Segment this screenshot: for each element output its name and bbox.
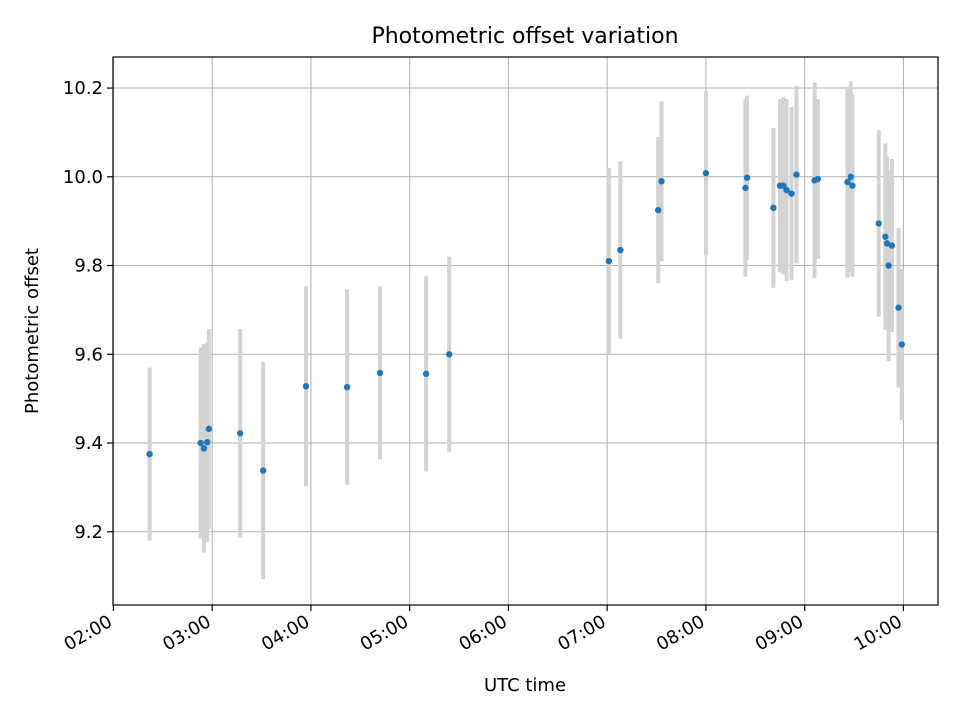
data-point <box>445 351 453 358</box>
y-tick-label: 10.0 <box>63 167 103 188</box>
y-tick-label: 9.6 <box>74 344 103 365</box>
data-point <box>658 178 665 185</box>
grid <box>112 57 938 605</box>
data-point <box>793 171 800 178</box>
data-point <box>885 262 892 269</box>
x-axis-label: UTC time <box>484 675 566 696</box>
data-point <box>770 204 777 212</box>
y-tick-label: 9.8 <box>74 256 103 277</box>
data-point <box>844 178 851 186</box>
data-points <box>146 170 905 474</box>
data-point <box>617 246 624 254</box>
data-point <box>654 206 662 214</box>
data-point <box>883 240 891 247</box>
y-axis-label: Photometric offset <box>22 248 43 414</box>
data-point <box>783 186 790 194</box>
data-point <box>702 170 710 177</box>
plot-frame <box>112 56 939 606</box>
data-point <box>898 341 905 348</box>
chart-title: Photometric offset variation <box>371 24 678 49</box>
data-point <box>422 370 430 378</box>
data-point <box>742 184 749 192</box>
data-point <box>895 304 902 311</box>
data-point <box>882 233 889 240</box>
y-tick-label: 10.2 <box>63 78 103 99</box>
data-point <box>743 174 751 181</box>
data-point <box>197 439 204 447</box>
data-point <box>200 445 208 452</box>
data-point <box>376 369 384 377</box>
data-point <box>204 438 211 446</box>
data-point <box>847 173 854 181</box>
data-point <box>814 175 822 183</box>
data-point <box>780 182 787 189</box>
data-point <box>888 242 896 249</box>
data-point <box>259 467 267 474</box>
data-point <box>205 425 213 433</box>
data-point <box>788 190 795 197</box>
data-point <box>849 182 856 189</box>
data-point <box>302 383 310 390</box>
data-point <box>605 257 613 265</box>
y-tick-label: 9.2 <box>74 522 103 543</box>
data-point <box>146 450 153 458</box>
data-point <box>236 430 244 437</box>
y-tick-label: 9.4 <box>74 433 103 454</box>
data-point <box>343 383 351 391</box>
data-point <box>875 220 882 227</box>
y-axis-ticks: 9.2 9.4 9.6 9.8 10.0 10.2 <box>63 78 113 543</box>
